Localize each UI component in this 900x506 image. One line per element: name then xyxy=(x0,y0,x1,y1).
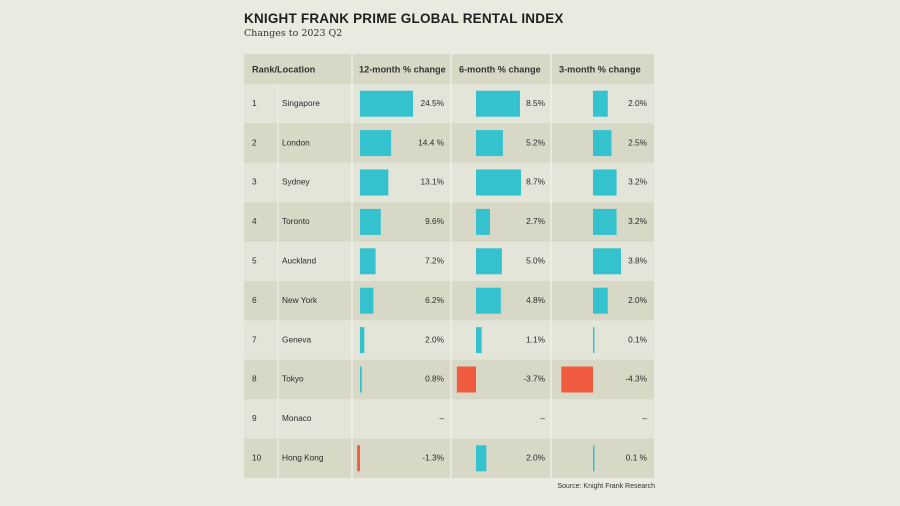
value-6-month: 2.0% xyxy=(526,452,546,462)
value-6-month: 5.2% xyxy=(526,137,546,147)
value-3-month: 0.1 % xyxy=(626,452,648,462)
value-12-month: 24.5% xyxy=(420,98,444,108)
value-6-month: 1.1% xyxy=(526,334,546,344)
bar-3-month xyxy=(593,445,595,472)
value-6-month: 5.0% xyxy=(526,255,546,265)
value-12-month: 13.1% xyxy=(420,177,444,187)
value-6-month: 2.7% xyxy=(526,216,546,226)
bar-3-month xyxy=(593,248,621,275)
table-graphic: Rank/Location 12-month % change 6-month % … xyxy=(244,54,654,478)
rank-cell: 6 xyxy=(252,295,257,305)
rank-cell: 7 xyxy=(252,334,257,344)
value-3-month: 3.8% xyxy=(628,255,648,265)
value-3-month: 3.2% xyxy=(628,216,648,226)
location-cell: Tokyo xyxy=(282,374,304,384)
location-cell: Geneva xyxy=(282,334,311,344)
chart-subtitle: Changes to 2023 Q2 xyxy=(244,28,343,39)
bar-6-month xyxy=(476,130,503,157)
location-cell: Hong Kong xyxy=(282,452,324,462)
bar-6-month xyxy=(476,90,520,117)
bar-12-month xyxy=(360,248,376,275)
bar-12-month xyxy=(360,90,413,117)
row-stripe xyxy=(244,438,654,478)
value-3-month: – xyxy=(642,413,647,423)
rank-cell: 8 xyxy=(252,374,257,384)
value-6-month: 4.8% xyxy=(526,295,546,305)
bar-3-month xyxy=(561,366,593,393)
rank-cell: 1 xyxy=(252,98,257,108)
value-3-month: 2.0% xyxy=(628,295,648,305)
bar-6-month xyxy=(476,208,490,235)
chart-title: KNIGHT FRANK PRIME GLOBAL RENTAL INDEX xyxy=(244,11,564,26)
column-header: 3-month % change xyxy=(559,64,641,74)
header-band xyxy=(244,54,654,84)
bar-12-month xyxy=(357,445,360,472)
bar-6-month xyxy=(476,445,487,472)
bar-3-month xyxy=(593,327,595,354)
bar-12-month xyxy=(360,366,362,393)
location-cell: Toronto xyxy=(282,216,310,226)
value-12-month: 9.6% xyxy=(425,216,445,226)
rank-cell: 9 xyxy=(252,413,257,423)
rental-index-table: Rank/Location 12-month % change 6-month % … xyxy=(244,54,654,478)
location-cell: Singapore xyxy=(282,98,320,108)
bar-3-month xyxy=(593,169,617,196)
rank-cell: 5 xyxy=(252,255,257,265)
column-header: Rank/Location xyxy=(252,64,316,74)
value-12-month: 2.0% xyxy=(425,334,445,344)
rank-cell: 3 xyxy=(252,177,257,187)
bar-6-month xyxy=(456,366,476,393)
value-12-month: – xyxy=(439,413,444,423)
value-6-month: -3.7% xyxy=(523,374,545,384)
bar-6-month xyxy=(476,169,521,196)
location-cell: Monaco xyxy=(282,413,312,423)
bar-3-month xyxy=(593,130,612,157)
bar-3-month xyxy=(593,90,608,117)
row-stripe xyxy=(244,123,654,163)
value-3-month: 2.0% xyxy=(628,98,648,108)
location-cell: New York xyxy=(282,295,318,305)
bar-3-month xyxy=(593,208,617,235)
bar-6-month xyxy=(476,248,502,275)
value-6-month: 8.7% xyxy=(526,177,546,187)
location-cell: Sydney xyxy=(282,177,311,187)
location-cell: Auckland xyxy=(282,255,317,265)
bar-3-month xyxy=(593,287,608,314)
value-12-month: 7.2% xyxy=(425,255,445,265)
value-6-month: 8.5% xyxy=(526,98,546,108)
source-note: Source: Knight Frank Research xyxy=(557,483,655,490)
rank-cell: 4 xyxy=(252,216,257,226)
rank-cell: 10 xyxy=(252,452,262,462)
value-12-month: -1.3% xyxy=(422,452,444,462)
bar-6-month xyxy=(476,327,482,354)
row-stripe xyxy=(244,202,654,242)
bar-6-month xyxy=(476,287,501,314)
value-3-month: 0.1% xyxy=(628,334,648,344)
value-3-month: -4.3% xyxy=(625,374,647,384)
column-header: 6-month % change xyxy=(459,64,541,74)
bar-12-month xyxy=(360,169,389,196)
bar-12-month xyxy=(360,130,392,157)
value-12-month: 6.2% xyxy=(425,295,445,305)
row-stripe xyxy=(244,281,654,321)
location-cell: London xyxy=(282,137,310,147)
bar-12-month xyxy=(360,208,381,235)
value-6-month: – xyxy=(540,413,545,423)
value-3-month: 3.2% xyxy=(628,177,648,187)
value-12-month: 0.8% xyxy=(425,374,445,384)
rank-cell: 2 xyxy=(252,137,257,147)
bar-12-month xyxy=(360,327,365,354)
bar-12-month xyxy=(360,287,374,314)
column-header: 12-month % change xyxy=(359,64,446,74)
value-12-month: 14.4 % xyxy=(418,137,444,147)
value-3-month: 2.5% xyxy=(628,137,648,147)
